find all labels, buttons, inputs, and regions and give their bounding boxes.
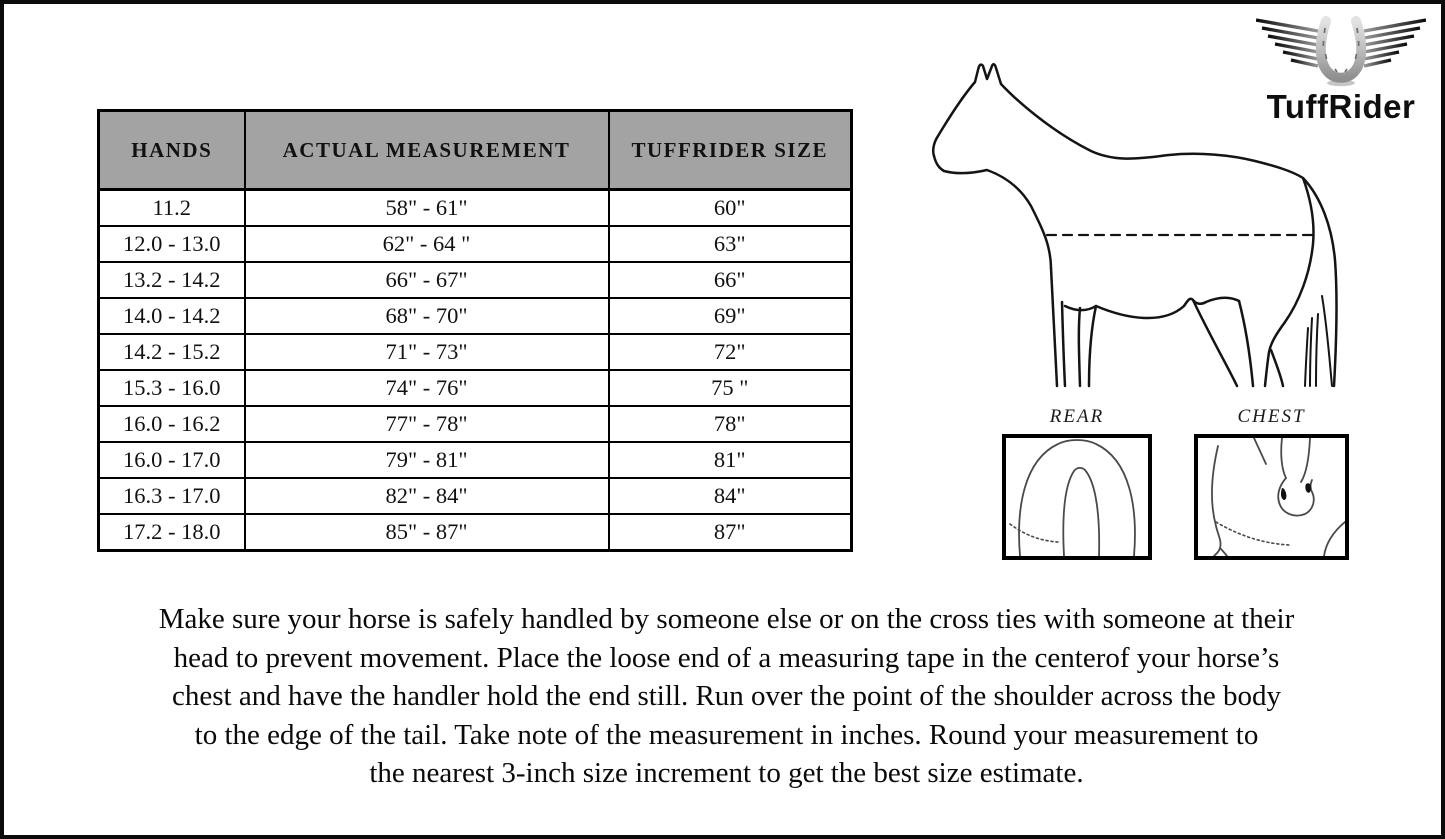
horse-hindleg-inner [1191,298,1239,388]
horse-hindleg-second [1269,348,1285,388]
table-row: 14.2 - 15.2 71" - 73" 72" [97,333,853,371]
cell-measurement: 77" - 78" [243,405,610,443]
cell-hands: 16.0 - 17.0 [97,441,246,479]
cell-size: 75 " [607,369,853,407]
instructions-line: head to prevent movement. Place the loos… [173,641,1280,674]
horse-rump-hindleg [1263,176,1315,388]
cell-size: 72" [607,333,853,371]
cell-hands: 14.0 - 14.2 [97,297,246,335]
cell-size: 81" [607,441,853,479]
cell-size: 87" [607,513,853,552]
table-row: 12.0 - 13.0 62" - 64 " 63" [97,225,853,263]
chest-shoulder-left [1211,445,1222,556]
chest-view-diagram [1194,434,1349,560]
cell-hands: 13.2 - 14.2 [97,261,246,299]
horse-outline-figure [931,63,1338,388]
table-row: 14.0 - 14.2 68" - 70" 69" [97,297,853,335]
cell-measurement: 85" - 87" [243,513,610,552]
chest-foreleg-hook [1219,547,1228,556]
chest-diagram-label: CHEST [1237,406,1306,427]
rear-diagram-label: REAR [1049,406,1105,427]
cell-hands: 16.3 - 17.0 [97,477,246,515]
table-header-row: HANDS ACTUAL MEASUREMENT TUFFRIDER SIZE [97,109,853,191]
horse-foreleg-1a [1049,266,1059,388]
horseshoe [1315,16,1367,83]
cell-size: 66" [607,261,853,299]
rear-view-diagram [1002,434,1152,560]
cell-measurement: 74" - 76" [243,369,610,407]
cell-size: 69" [607,297,853,335]
col-header-tuffrider-size: TUFFRIDER SIZE [607,109,853,191]
cell-measurement: 66" - 67" [243,261,610,299]
table-row: 16.0 - 17.0 79" - 81" 81" [97,441,853,479]
rear-tail [1062,466,1101,556]
horse-foreleg-2b [1087,304,1098,388]
left-wing-stripes [1256,18,1319,68]
chest-nostril-right [1305,483,1311,493]
rear-view-drawing [1009,439,1136,556]
chest-neck-line-2 [1280,438,1287,479]
horseshoe-nail-holes [1322,27,1360,73]
chest-dotted-measure-line [1215,521,1291,546]
brand-wordmark: TuffRider [1266,88,1416,125]
rear-haunch-outline [1018,439,1136,556]
cell-hands: 15.3 - 16.0 [97,369,246,407]
cell-hands: 11.2 [97,188,246,227]
cell-measurement: 58" - 61" [243,188,610,227]
cell-size: 78" [607,405,853,443]
horse-hindleg-front-edge [1237,299,1255,388]
instructions-line: to the edge of the tail. Take note of th… [194,718,1259,751]
table-row: 16.0 - 16.2 77" - 78" 78" [97,405,853,443]
cell-measurement: 82" - 84" [243,477,610,515]
horse-underline [932,154,1053,270]
col-header-actual-measurement: ACTUAL MEASUREMENT [243,109,610,191]
chest-nostril-left [1280,488,1287,500]
winged-horseshoe-icon [1256,16,1426,87]
instructions-line: chest and have the handler hold the end … [172,680,1281,712]
rear-dotted-measure-line [1009,523,1059,543]
cell-size: 63" [607,225,853,263]
cell-hands: 16.0 - 16.2 [97,405,246,443]
cell-measurement: 68" - 70" [243,297,610,335]
cell-hands: 14.2 - 15.2 [97,333,246,371]
horse-foreleg-1b [1060,300,1067,388]
horse-topline [931,63,1338,388]
instructions-line: Make sure your horse is safely handled b… [158,603,1295,635]
cell-hands: 12.0 - 13.0 [97,225,246,263]
cell-measurement: 79" - 81" [243,441,610,479]
table-row: 15.3 - 16.0 74" - 76" 75 " [97,369,853,407]
table-row: 13.2 - 14.2 66" - 67" 66" [97,261,853,299]
cell-measurement: 62" - 64 " [243,225,610,263]
table-row: 16.3 - 17.0 82" - 84" 84" [97,477,853,515]
table-row: 17.2 - 18.0 85" - 87" 87" [97,513,853,552]
horse-foreleg-2a [1077,306,1082,388]
chest-neck-line-3 [1300,438,1311,483]
size-table: HANDS ACTUAL MEASUREMENT TUFFRIDER SIZE … [97,109,853,552]
cell-hands: 17.2 - 18.0 [97,513,246,552]
chest-shoulder-right [1323,521,1345,556]
measuring-instructions: Make sure your horse is safely handled b… [29,600,1424,793]
chest-view-drawing [1211,438,1345,556]
horse-tail-strands [1304,295,1333,387]
cell-measurement: 71" - 73" [243,333,610,371]
right-wing-stripes [1363,18,1426,68]
table-row: 11.2 58" - 61" 60" [97,188,853,227]
cell-size: 60" [607,188,853,227]
chest-neck-line-1 [1253,438,1267,465]
instructions-line: the nearest 3-inch size increment to get… [369,757,1084,789]
col-header-hands: HANDS [97,109,246,191]
cell-size: 84" [607,477,853,515]
horse-belly [1063,296,1241,320]
